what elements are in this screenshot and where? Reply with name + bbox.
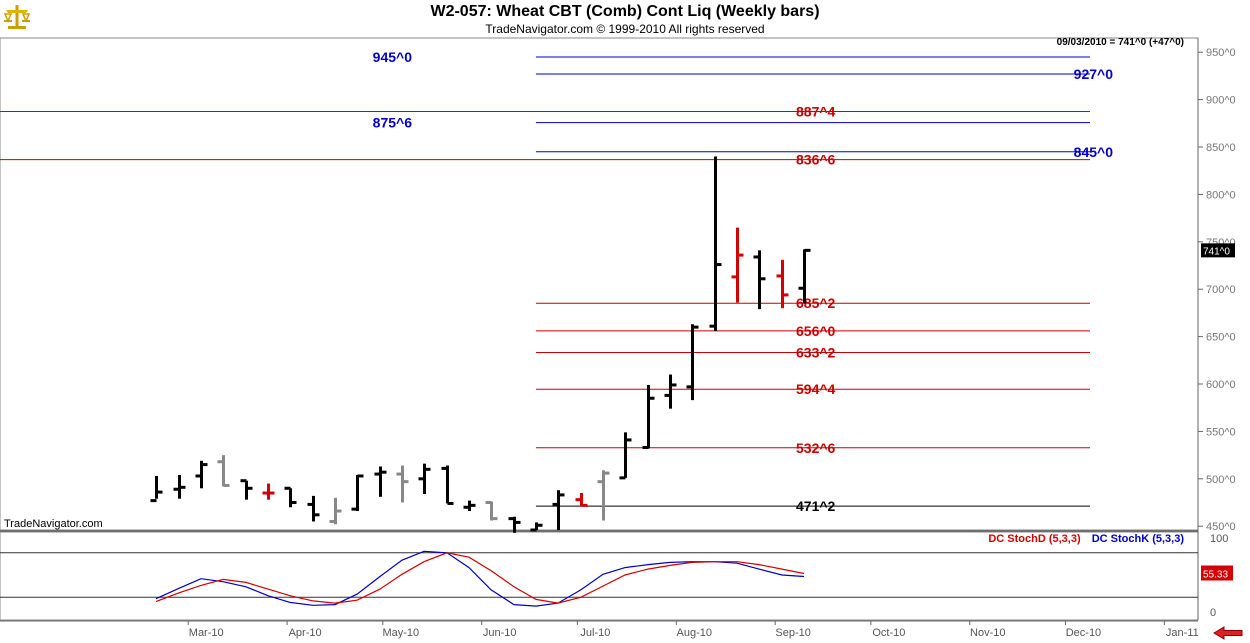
stoch-tick-label: 100 xyxy=(1210,533,1228,545)
price-tick-label: 500^0 xyxy=(1206,474,1236,486)
time-tick-label: Jun-10 xyxy=(483,627,517,639)
price-tick-label: 450^0 xyxy=(1206,521,1236,533)
ohlc-bar xyxy=(173,475,186,499)
time-tick-label: Oct-10 xyxy=(872,627,905,639)
ohlc-bar xyxy=(575,493,588,507)
ohlc-bar xyxy=(374,466,387,497)
level-label: 875^6 xyxy=(373,115,413,131)
level-label: 845^0 xyxy=(1074,144,1114,160)
trade-navigator-logo-icon xyxy=(3,5,31,29)
price-tick-label: 900^0 xyxy=(1206,95,1236,107)
time-axis: Mar-10 Apr-10 May-10 Jun-10 Jul-10 Aug-10 Sep-… xyxy=(0,620,1199,639)
ohlc-bar xyxy=(284,486,297,508)
time-tick-label: Dec-10 xyxy=(1066,627,1101,639)
watermark-text: TradeNavigator.com xyxy=(4,518,103,530)
time-tick-label: Mar-10 xyxy=(189,627,224,639)
ohlc-bar xyxy=(530,522,543,532)
ohlc-bars xyxy=(150,156,811,533)
ohlc-bar xyxy=(195,460,208,489)
ohlc-bar xyxy=(731,227,744,303)
ohlc-bar xyxy=(642,384,655,450)
stochd-line xyxy=(155,552,805,604)
stochk-line xyxy=(155,550,805,607)
ohlc-bar xyxy=(597,470,610,521)
chart-subtitle: TradeNavigator.com © 1999-2010 All right… xyxy=(485,22,765,36)
ohlc-bar xyxy=(262,483,275,500)
time-tick-label: Jan-11 xyxy=(1166,627,1199,639)
level-label: 471^2 xyxy=(796,498,836,514)
time-tick-label: Aug-10 xyxy=(677,627,712,639)
ohlc-bar xyxy=(709,156,722,331)
level-label: 656^0 xyxy=(796,323,836,339)
ohlc-bar xyxy=(307,495,320,522)
stochd-label: DC StochD (5,3,3) xyxy=(988,533,1081,545)
ohlc-bar xyxy=(396,465,409,503)
price-tick-label: 550^0 xyxy=(1206,426,1236,438)
time-tick-label: May-10 xyxy=(382,627,419,639)
ohlc-bar xyxy=(776,259,789,309)
time-tick-label: Jul-10 xyxy=(580,627,610,639)
ohlc-bar xyxy=(619,432,632,480)
chart-title: W2-057: Wheat CBT (Comb) Cont Liq (Weekl… xyxy=(430,3,820,20)
ohlc-bar xyxy=(351,474,364,512)
stoch-value-label: 55.33 xyxy=(1203,570,1228,581)
last-price-label: 741^0 xyxy=(1203,246,1230,257)
ohlc-bar xyxy=(329,497,342,525)
time-tick-label: Nov-10 xyxy=(970,627,1005,639)
stoch-value-box xyxy=(1201,565,1233,581)
time-tick-label: Sep-10 xyxy=(775,627,810,639)
scroll-left-arrow-icon[interactable] xyxy=(1212,626,1244,640)
level-label: 836^6 xyxy=(796,152,836,168)
time-tick-label: Apr-10 xyxy=(289,627,322,639)
last-price-stamp: 09/03/2010 = 741^0 (+47^0) xyxy=(1056,37,1184,48)
stoch-tick-label: 0 xyxy=(1210,607,1216,619)
ohlc-bar xyxy=(798,248,811,304)
stochastic-panel: 100 0 55.33 xyxy=(0,533,1233,619)
ohlc-bar xyxy=(240,479,253,500)
level-label: 532^6 xyxy=(796,440,836,456)
ohlc-bar xyxy=(552,490,565,530)
ohlc-bar xyxy=(441,465,454,505)
ohlc-bar xyxy=(485,501,498,521)
level-label: 633^2 xyxy=(796,344,836,360)
ohlc-bar xyxy=(217,455,230,487)
ohlc-bar xyxy=(418,463,431,494)
price-tick-label: 650^0 xyxy=(1206,332,1236,344)
ohlc-bar xyxy=(508,516,521,533)
ohlc-bar xyxy=(150,475,163,503)
last-price-box xyxy=(1201,243,1235,258)
price-tick-label: 800^0 xyxy=(1206,189,1236,201)
level-label: 594^4 xyxy=(796,381,836,397)
level-label: 945^0 xyxy=(373,49,413,65)
price-tick-label: 700^0 xyxy=(1206,284,1236,296)
price-tick-label: 850^0 xyxy=(1206,142,1236,154)
ohlc-bar xyxy=(664,374,677,409)
price-axis: 950^0900^0850^0800^0750^0700^0650^0600^0… xyxy=(1197,38,1236,620)
price-tick-label: 950^0 xyxy=(1206,47,1236,59)
indicator-panel-border xyxy=(0,531,1199,621)
stochk-label: DC StochK (5,3,3) xyxy=(1091,533,1184,545)
level-label: 927^0 xyxy=(1074,66,1114,82)
ohlc-bar xyxy=(753,250,766,310)
ohlc-bar xyxy=(686,324,699,401)
price-levels: 945^0 927^0 887^4 875^6 845^0 836^6 685^2 656^0… xyxy=(0,49,1113,514)
level-label: 685^2 xyxy=(796,295,836,311)
ohlc-bar xyxy=(463,500,476,512)
indicator-legend: DC StochD (5,3,3) DC StochK (5,3,3) xyxy=(988,533,1184,545)
price-tick-label: 600^0 xyxy=(1206,379,1236,391)
level-label: 887^4 xyxy=(796,103,836,119)
